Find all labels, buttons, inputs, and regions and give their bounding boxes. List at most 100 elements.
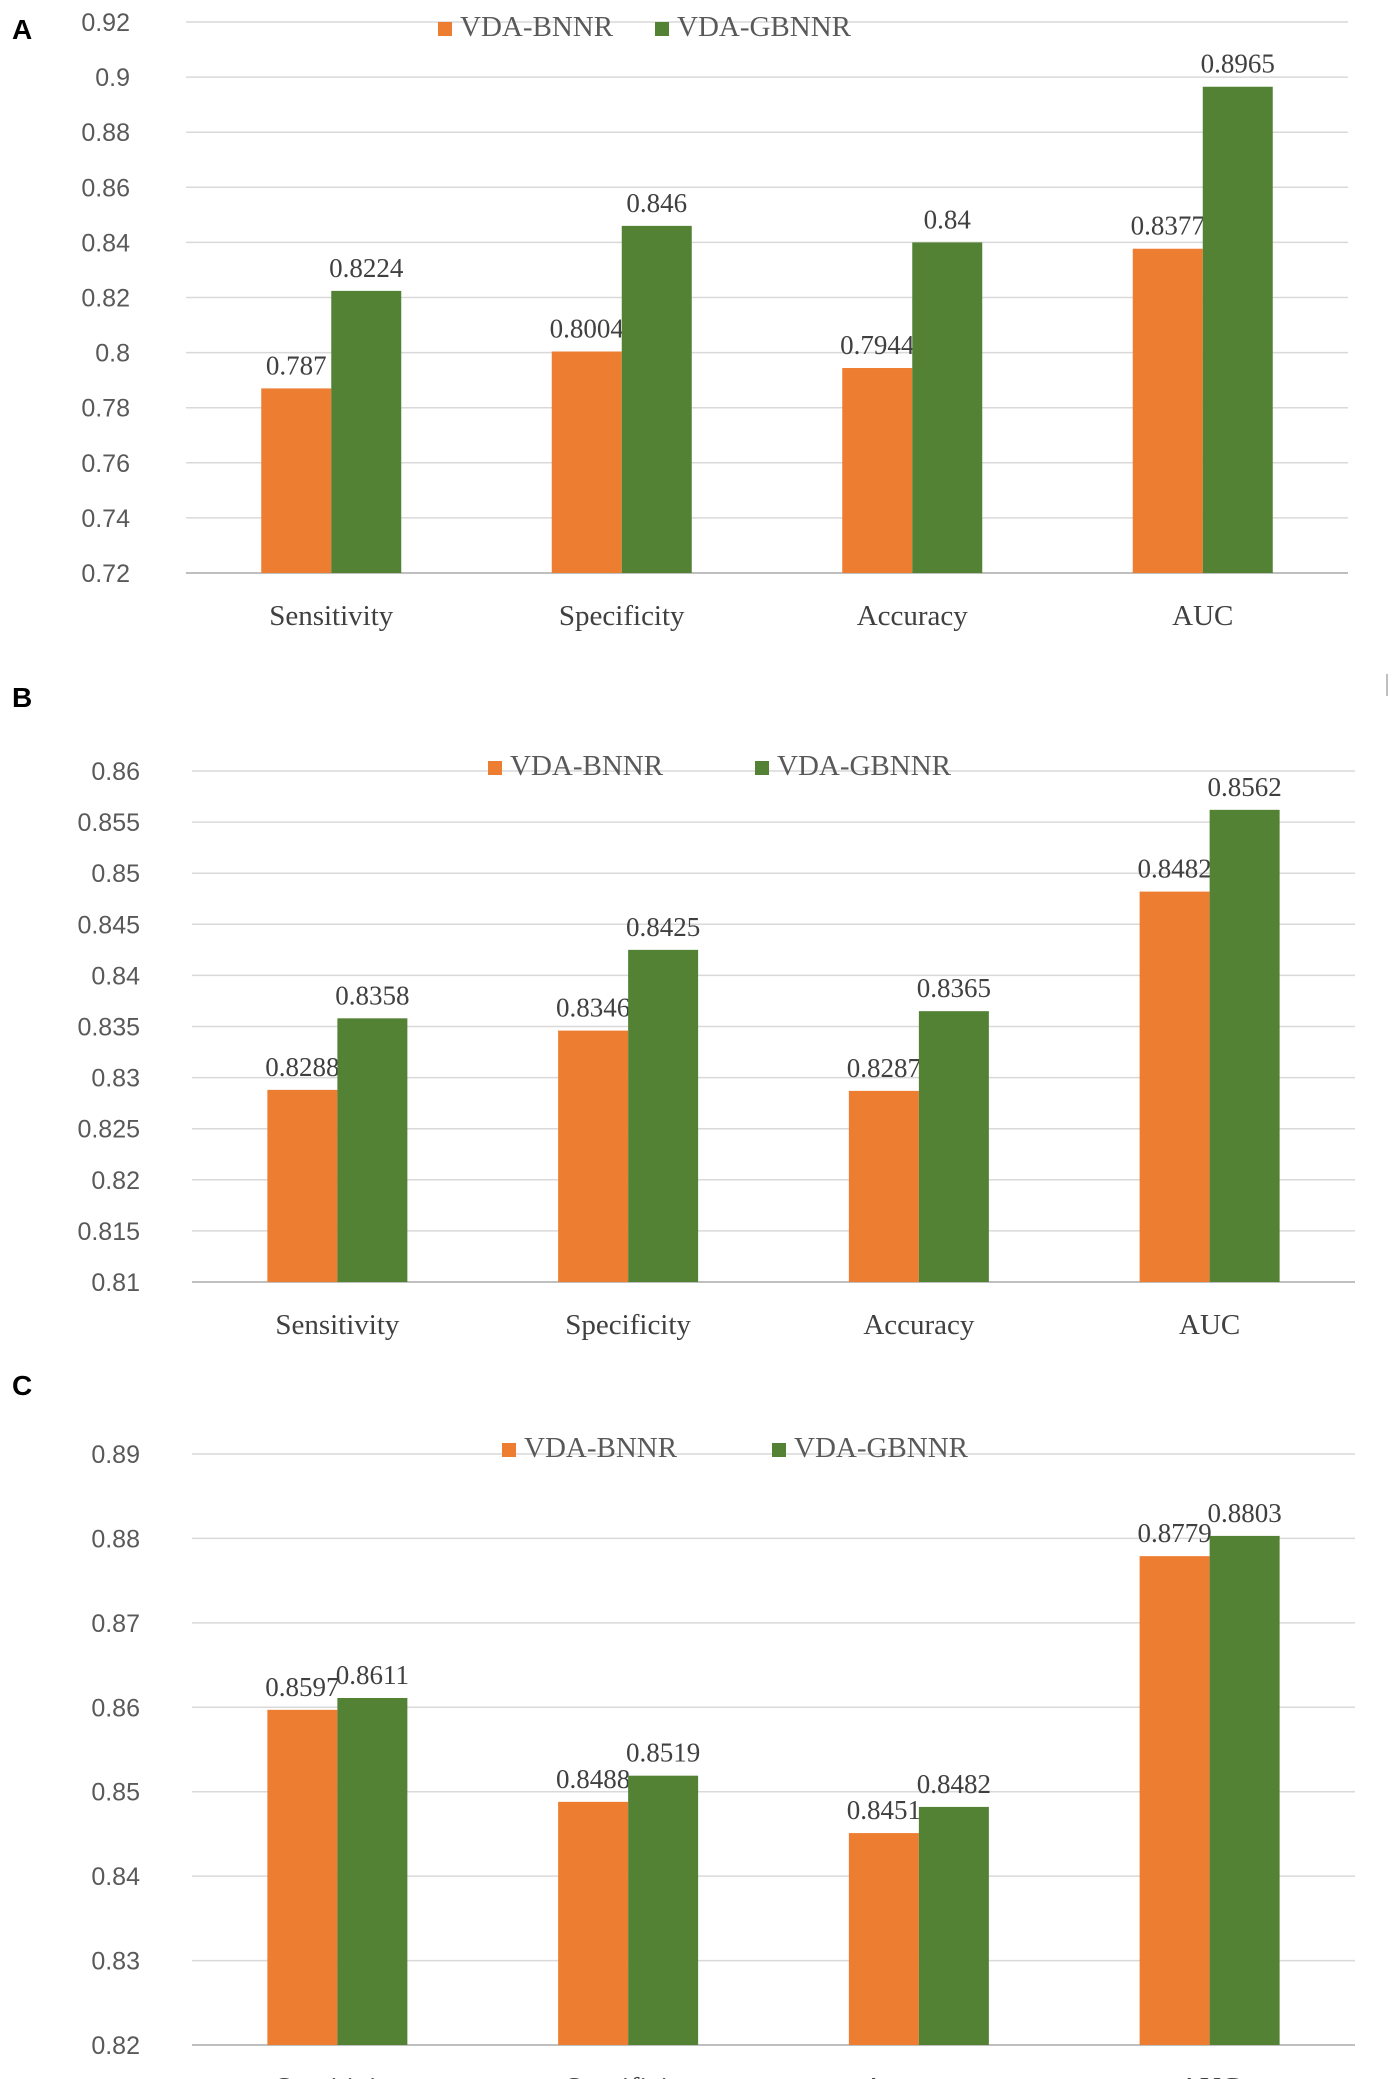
y-tick-label: 0.89 (91, 1441, 140, 1469)
y-tick-label: 0.84 (81, 229, 130, 257)
y-tick-label: 0.86 (81, 174, 130, 202)
bar-vda-gbnnr-accuracy (918, 1806, 989, 2045)
legend-swatch (502, 1443, 516, 1457)
bar-vda-bnnr-sensitivity (267, 1709, 338, 2045)
y-tick-label: 0.74 (81, 505, 130, 533)
data-label: 0.8965 (1201, 49, 1275, 79)
y-tick-label: 0.855 (77, 809, 140, 837)
data-label: 0.8346 (556, 993, 630, 1023)
data-label: 0.8377 (1131, 211, 1205, 241)
x-category-label: AUC (1179, 1309, 1240, 1341)
panel-label-b: B (12, 682, 33, 713)
legend-label: VDA-GBNNR (794, 1432, 969, 1464)
data-label: 0.787 (266, 350, 327, 380)
x-category-label: Sensitivity (275, 1309, 400, 1341)
data-label: 0.8451 (847, 1795, 921, 1825)
y-tick-label: 0.76 (81, 450, 130, 478)
x-category-label: Sensitivity (269, 600, 394, 632)
y-tick-label: 0.78 (81, 395, 130, 423)
y-tick-label: 0.845 (77, 911, 140, 939)
x-category-label: AUC (1179, 2072, 1240, 2079)
y-tick-label: 0.88 (81, 119, 130, 147)
data-label: 0.8365 (917, 973, 991, 1003)
x-category-label: Specificity (565, 1309, 691, 1341)
y-tick-label: 0.82 (81, 285, 130, 313)
bar-vda-gbnnr-accuracy (918, 1011, 989, 1282)
bar-vda-gbnnr-auc (1209, 1535, 1280, 2045)
bar-vda-bnnr-specificity (551, 351, 622, 573)
bar-vda-gbnnr-auc (1209, 809, 1280, 1282)
bar-vda-gbnnr-specificity (628, 949, 699, 1282)
legend-label: VDA-BNNR (510, 750, 664, 782)
bar-vda-bnnr-auc (1139, 1556, 1210, 2045)
bar-vda-bnnr-specificity (558, 1801, 629, 2045)
panel-label-a: A (12, 14, 33, 45)
data-label: 0.8224 (329, 253, 404, 283)
y-tick-label: 0.86 (91, 1694, 140, 1722)
bar-vda-gbnnr-sensitivity (337, 1697, 408, 2045)
bar-chart-a: 0.72 0.74 0.76 0.78 0.8 0.82 0.84 0.86 0.88 0.9 0.… (81, 9, 1348, 632)
y-tick-label: 0.92 (81, 9, 130, 37)
data-label: 0.8425 (626, 912, 700, 942)
data-label: 0.7944 (840, 330, 915, 360)
bar-vda-bnnr-specificity (558, 1030, 629, 1282)
x-category-label: Accuracy (863, 1309, 975, 1341)
data-label: 0.8611 (336, 1660, 409, 1690)
data-label: 0.8288 (265, 1052, 339, 1082)
data-label: 0.8287 (847, 1053, 921, 1083)
y-tick-label: 0.825 (77, 1116, 140, 1144)
y-tick-label: 0.72 (81, 560, 130, 588)
bar-vda-bnnr-sensitivity (261, 388, 332, 573)
y-tick-label: 0.84 (91, 962, 140, 990)
y-tick-label: 0.83 (91, 1065, 140, 1093)
data-label: 0.8358 (335, 980, 409, 1010)
bar-vda-bnnr-accuracy (842, 368, 913, 573)
bar-vda-gbnnr-specificity (628, 1775, 699, 2045)
data-label: 0.8803 (1208, 1498, 1282, 1528)
legend-swatch (655, 22, 669, 36)
legend-label: VDA-BNNR (524, 1432, 678, 1464)
y-tick-label: 0.85 (91, 860, 140, 888)
y-tick-label: 0.84 (91, 1863, 140, 1891)
x-category-label: Specificity (559, 600, 685, 632)
bar-vda-bnnr-accuracy (848, 1090, 919, 1282)
bar-vda-gbnnr-auc (1202, 86, 1273, 574)
y-tick-label: 0.815 (77, 1218, 140, 1246)
bar-vda-bnnr-sensitivity (267, 1089, 338, 1282)
data-label: 0.8482 (1138, 854, 1212, 884)
data-label: 0.8597 (265, 1672, 339, 1702)
bar-vda-bnnr-accuracy (848, 1833, 919, 2045)
bar-vda-gbnnr-sensitivity (331, 290, 402, 573)
y-tick-label: 0.81 (91, 1269, 140, 1297)
x-category-label: Sensitivity (275, 2072, 400, 2079)
chart-panel-a: A 0.72 0.74 0.76 0.78 0.8 0.82 0.84 0.86 0.88 0.9… (0, 0, 1394, 680)
chart-panel-c: C 0.82 0.83 0.84 0.85 0.86 0.87 0.88 0.89 0.8597… (0, 1370, 1394, 2079)
divider-tick (1386, 674, 1388, 696)
legend-swatch (755, 761, 769, 775)
data-label: 0.8779 (1138, 1518, 1212, 1548)
legend-swatch (488, 761, 502, 775)
y-tick-label: 0.88 (91, 1525, 140, 1553)
panel-label-c: C (12, 1370, 33, 1401)
data-label: 0.8482 (917, 1769, 991, 1799)
x-category-label: Accuracy (857, 600, 969, 632)
y-tick-label: 0.85 (91, 1779, 140, 1807)
y-tick-label: 0.9 (95, 64, 130, 92)
chart-panel-b: B 0.81 0.815 0.82 0.825 0.83 0.835 0.84 0.845 0.… (0, 680, 1394, 1370)
legend-label: VDA-GBNNR (777, 750, 952, 782)
y-tick-label: 0.8 (95, 340, 130, 368)
bar-chart-b: 0.81 0.815 0.82 0.825 0.83 0.835 0.84 0.845 0.85… (77, 750, 1355, 1341)
legend-label: VDA-GBNNR (677, 11, 852, 43)
bar-chart-c: 0.820.830.840.850.860.870.880.890.85970.… (91, 1432, 1355, 2079)
bar-vda-gbnnr-accuracy (912, 242, 983, 573)
data-label: 0.8519 (626, 1738, 700, 1768)
y-tick-label: 0.82 (91, 2032, 140, 2060)
x-category-label: AUC (1172, 600, 1233, 632)
data-label: 0.8488 (556, 1764, 630, 1794)
data-label: 0.846 (626, 188, 687, 218)
data-label: 0.84 (924, 204, 972, 234)
y-tick-label: 0.83 (91, 1948, 140, 1976)
bar-vda-bnnr-auc (1139, 891, 1210, 1282)
bar-vda-bnnr-auc (1132, 248, 1203, 573)
legend-swatch (438, 22, 452, 36)
